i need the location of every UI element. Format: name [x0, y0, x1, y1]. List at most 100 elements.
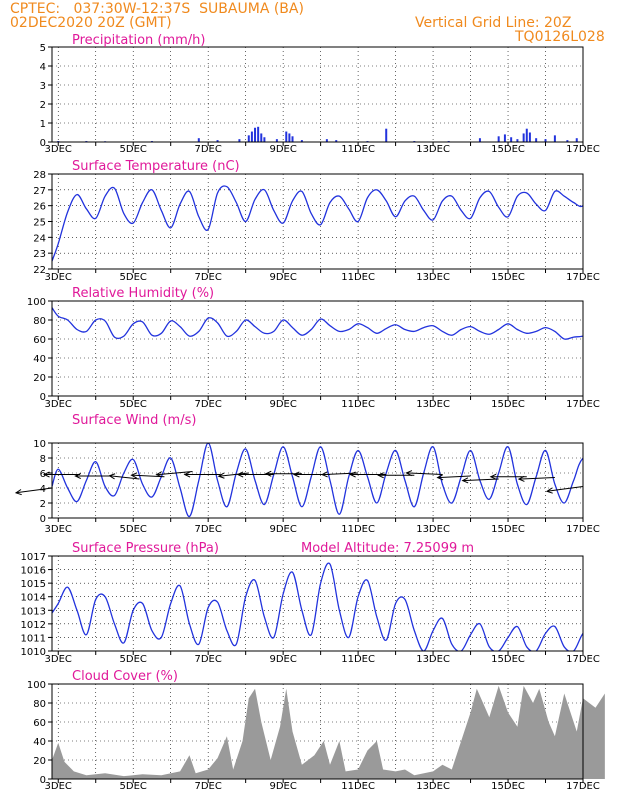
wind-arrow-head [377, 472, 384, 479]
wind-arrow-head [405, 470, 413, 477]
precip-bar [260, 133, 263, 142]
precip-bar [263, 137, 266, 142]
precip-bar [335, 140, 338, 142]
x-tick-label: 3DEC [45, 272, 72, 283]
y-tick-label: 22 [33, 265, 46, 276]
x-tick-label: 9DEC [269, 781, 296, 792]
x-tick-label: 5DEC [120, 272, 147, 283]
y-tick-label: 10 [33, 439, 46, 450]
panel-2 [48, 173, 584, 273]
precip-bar [238, 139, 241, 142]
panel-4 [14, 442, 584, 522]
wind-arrow-head [292, 471, 300, 478]
x-tick-label: 5DEC [120, 781, 147, 792]
precip-bar [197, 138, 200, 142]
x-tick-label: 7DEC [194, 781, 221, 792]
panel-frame [51, 555, 584, 652]
x-tick-label: 3DEC [45, 781, 72, 792]
header-code: TQ0126L028 [515, 29, 605, 45]
x-tick-label: 7DEC [194, 144, 221, 155]
wind-arrow-head [349, 471, 356, 478]
wind-arrow-head [517, 475, 525, 482]
x-tick-label: 11DEC [341, 399, 375, 410]
y-tick-label: 1010 [21, 647, 46, 658]
x-tick-label: 7DEC [194, 399, 221, 410]
panel-title: Cloud Cover (%) [72, 669, 178, 684]
panel-frame [51, 683, 584, 780]
x-tick-label: 5DEC [120, 144, 147, 155]
panel-frame [51, 173, 584, 270]
y-tick-label: 0 [40, 514, 46, 525]
y-tick-label: 2 [40, 100, 46, 111]
precip-bar [288, 133, 291, 142]
y-tick-label: 1017 [21, 552, 46, 563]
panel-title: Surface Temperature (nC) [72, 159, 240, 174]
wind-arrow [15, 487, 53, 494]
wind-arrow-head [155, 471, 163, 478]
panel-frame [51, 442, 584, 519]
x-tick-label: 17DEC [566, 781, 600, 792]
wind-arrow [109, 475, 140, 480]
x-tick-label: 7DEC [194, 654, 221, 665]
series-line [52, 443, 583, 518]
y-tick-label: 4 [40, 484, 46, 495]
precip-bar [516, 139, 519, 142]
x-tick-label: 13DEC [416, 144, 450, 155]
x-tick-label: 17DEC [566, 524, 600, 535]
y-tick-label: 20 [33, 373, 46, 384]
x-tick-label: 11DEC [341, 654, 375, 665]
precip-bar [525, 128, 528, 142]
wind-arrow [546, 486, 584, 492]
x-tick-label: 13DEC [416, 399, 450, 410]
wind-arrow [437, 475, 471, 479]
y-tick-label: 24 [33, 233, 46, 244]
precip-bar [216, 140, 219, 142]
wind-arrow-head [130, 472, 138, 479]
precip-bar [535, 138, 538, 142]
y-tick-label: 28 [33, 170, 46, 181]
y-tick-label: 5 [40, 43, 46, 54]
panel-5 [48, 555, 584, 655]
y-tick-label: 80 [33, 316, 46, 327]
y-tick-label: 4 [40, 62, 46, 73]
precip-bar [528, 132, 531, 142]
header-station: CPTEC: 037:30W-12:37S SUBAUMA (BA) [10, 1, 304, 17]
x-tick-label: 9DEC [269, 399, 296, 410]
x-tick-label: 3DEC [45, 144, 72, 155]
y-tick-label: 0 [40, 392, 46, 403]
y-tick-label: 100 [27, 297, 46, 308]
y-tick-label: 40 [33, 737, 46, 748]
x-tick-label: 7DEC [194, 524, 221, 535]
x-tick-label: 11DEC [341, 272, 375, 283]
x-tick-label: 11DEC [341, 781, 375, 792]
x-tick-label: 15DEC [491, 781, 525, 792]
precip-bar [291, 136, 294, 142]
x-tick-label: 15DEC [491, 272, 525, 283]
x-tick-label: 3DEC [45, 399, 72, 410]
y-tick-label: 20 [33, 756, 46, 767]
x-tick-label: 9DEC [269, 524, 296, 535]
precip-bar [247, 135, 250, 142]
wind-arrow-head [320, 471, 328, 478]
precip-bar [522, 133, 525, 142]
x-tick-label: 17DEC [566, 144, 600, 155]
y-tick-label: 40 [33, 354, 46, 365]
y-tick-label: 8 [40, 454, 46, 465]
precip-bar [325, 139, 328, 142]
precip-bar [544, 139, 547, 142]
wind-arrow-head [14, 489, 22, 496]
wind-arrow-head [183, 471, 191, 478]
x-tick-label: 13DEC [416, 781, 450, 792]
wind-arrow-head [42, 471, 50, 478]
panel-title: Surface Pressure (hPa) [72, 541, 219, 556]
y-tick-label: 1015 [21, 579, 46, 590]
y-tick-label: 80 [33, 699, 46, 710]
wind-arrow-head [236, 471, 244, 478]
panel-annotation: Model Altitude: 7.25099 m [301, 541, 474, 556]
y-tick-label: 1014 [21, 593, 46, 604]
header-datetime: 02DEC2020 20Z (GMT) [10, 15, 172, 31]
y-tick-label: 60 [33, 335, 46, 346]
x-tick-label: 15DEC [491, 524, 525, 535]
x-tick-label: 17DEC [566, 399, 600, 410]
y-tick-label: 27 [33, 186, 46, 197]
